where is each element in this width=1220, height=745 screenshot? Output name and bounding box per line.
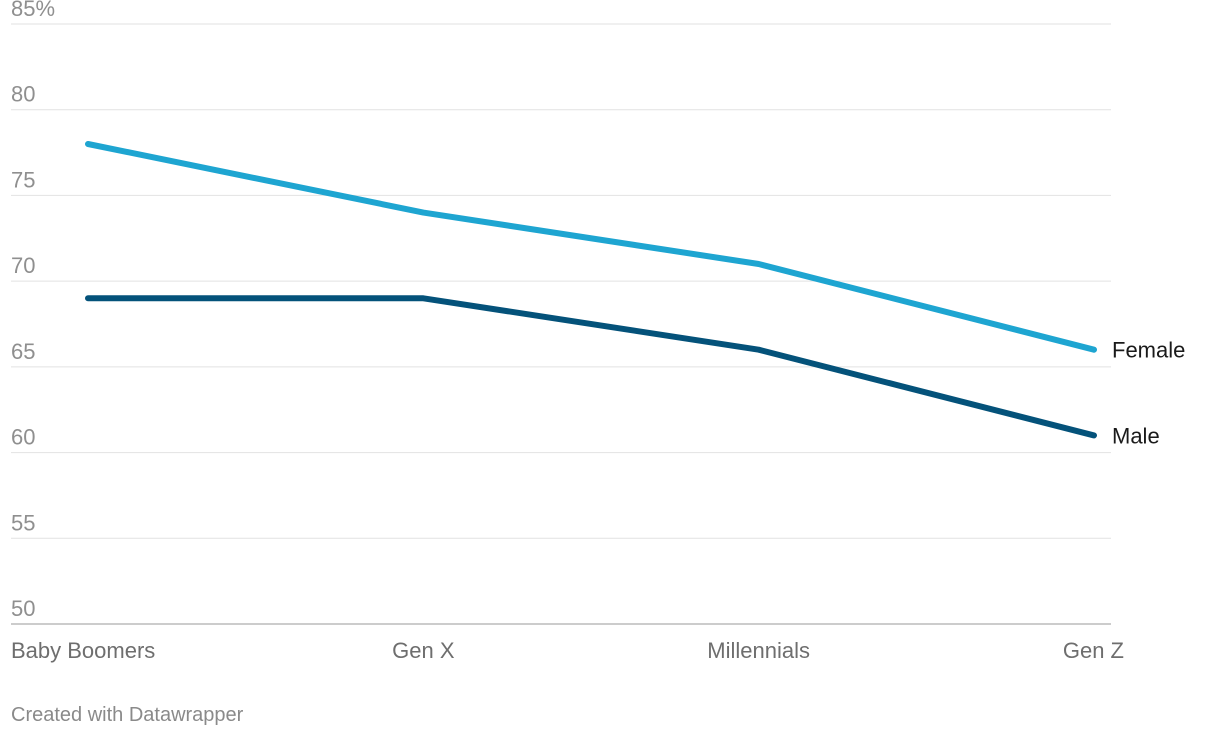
y-tick-label: 65 bbox=[11, 339, 35, 364]
x-axis-ticks: Baby Boomers Gen X Millennials Gen Z bbox=[11, 638, 1124, 663]
y-tick-label: 60 bbox=[11, 425, 35, 450]
y-tick-label: 85% bbox=[11, 0, 55, 21]
series-label-male: Male bbox=[1112, 423, 1160, 448]
gridlines bbox=[11, 23, 1111, 625]
x-tick-label: Baby Boomers bbox=[11, 638, 155, 663]
y-tick-label: 50 bbox=[11, 596, 35, 621]
series-lines bbox=[85, 141, 1097, 439]
x-tick-label: Millennials bbox=[707, 638, 810, 663]
y-tick-label: 70 bbox=[11, 253, 35, 278]
x-tick-label: Gen Z bbox=[1063, 638, 1124, 663]
y-tick-label: 75 bbox=[11, 167, 35, 192]
x-tick-label: Gen X bbox=[392, 638, 455, 663]
series-labels: Female Male bbox=[1112, 338, 1185, 449]
credit-text[interactable]: Created with Datawrapper bbox=[11, 704, 244, 726]
series-line-male bbox=[85, 295, 1097, 439]
series-line-female bbox=[85, 141, 1097, 353]
y-tick-label: 55 bbox=[11, 510, 35, 535]
series-label-female: Female bbox=[1112, 338, 1185, 363]
y-tick-label: 80 bbox=[11, 82, 35, 107]
y-axis-ticks: 85% 80 75 70 65 60 55 50 bbox=[11, 0, 55, 621]
